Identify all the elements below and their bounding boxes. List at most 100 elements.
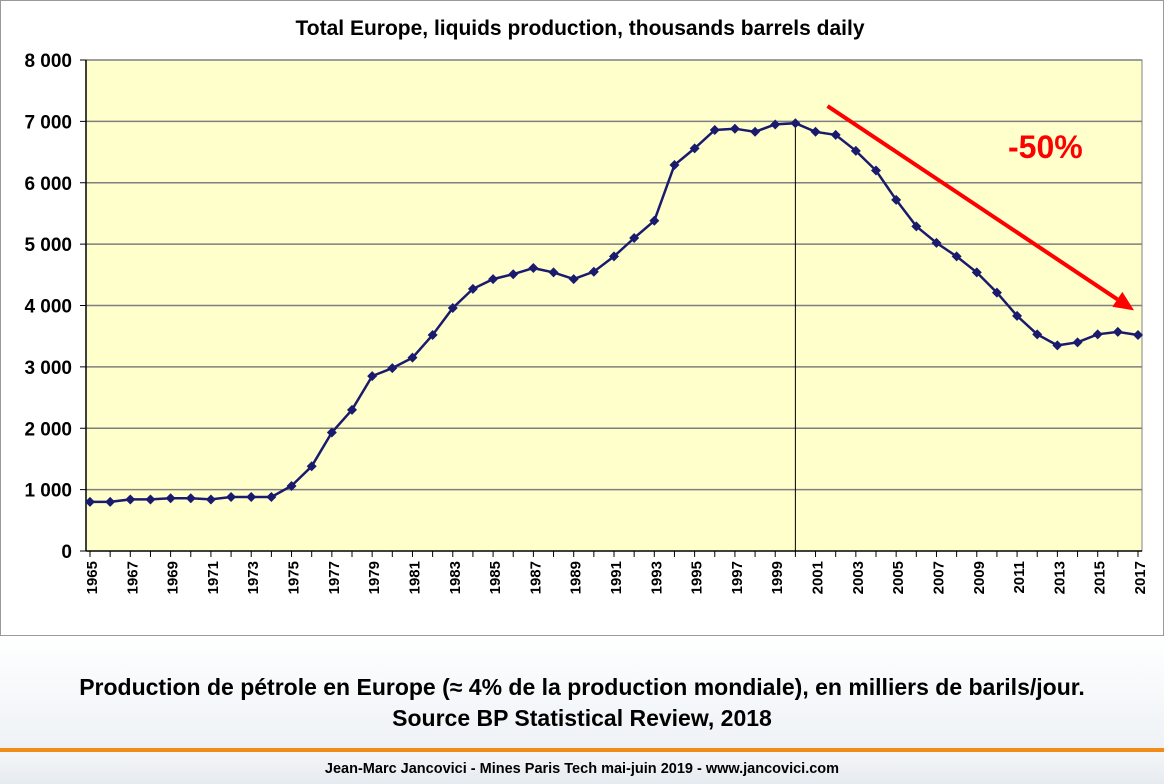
data-point	[246, 491, 257, 502]
y-tick-label: 5 000	[24, 235, 72, 256]
x-tick-label: 1995	[689, 561, 706, 594]
data-point	[891, 194, 902, 205]
data-point	[810, 126, 821, 137]
y-tick-label: 3 000	[24, 358, 72, 379]
x-tick-label: 2001	[810, 561, 827, 594]
orange-divider	[0, 748, 1164, 752]
x-tick-label: 1967	[124, 561, 141, 594]
x-tick-label: 1979	[366, 561, 383, 594]
x-tick-label: 1971	[205, 561, 222, 594]
data-point	[951, 251, 962, 262]
data-point	[709, 124, 720, 135]
y-tick-label: 8 000	[24, 51, 72, 72]
data-point	[85, 496, 95, 507]
data-point	[226, 491, 237, 502]
data-point	[629, 232, 640, 243]
data-point	[145, 494, 156, 505]
line-chart: Total Europe, liquids production, thousa…	[24, 17, 1149, 594]
data-point	[508, 269, 519, 280]
y-tick-label: 1 000	[24, 481, 72, 502]
data-point	[750, 126, 761, 137]
data-point	[427, 329, 438, 340]
data-point	[548, 267, 559, 278]
data-point	[407, 352, 418, 363]
x-tick-label: 1973	[245, 561, 262, 594]
data-point	[467, 283, 478, 294]
data-point	[326, 427, 337, 438]
data-point	[871, 165, 881, 176]
data-point	[306, 461, 317, 472]
data-point	[568, 274, 579, 285]
data-point	[971, 267, 982, 278]
y-tick-label: 2 000	[24, 419, 72, 440]
data-point	[347, 404, 357, 415]
data-point	[609, 251, 619, 262]
data-point	[105, 496, 116, 507]
data-point	[689, 143, 700, 154]
data-point	[850, 145, 861, 156]
footer-band	[0, 752, 1164, 784]
x-tick-label: 2011	[1011, 561, 1028, 594]
y-tick-label: 7 000	[24, 112, 72, 133]
data-point	[367, 371, 378, 382]
data-point	[588, 266, 599, 277]
x-tick-label: 1989	[568, 561, 585, 594]
x-tick-label: 1999	[769, 561, 786, 594]
x-tick-label: 2005	[890, 561, 907, 594]
caption-band	[0, 636, 1164, 748]
y-tick-label: 4 000	[24, 297, 72, 318]
chart-title: Total Europe, liquids production, thousa…	[296, 17, 865, 40]
data-point	[790, 118, 801, 129]
y-tick-label: 0	[61, 542, 72, 563]
plot-area: 0 1 000 2 000 3 000 4 000 5 000 6 000 7 000 8 00…	[24, 51, 1149, 594]
data-point	[286, 480, 297, 491]
data-point	[165, 493, 176, 504]
data-point	[185, 493, 196, 504]
x-tick-label: 1993	[648, 561, 665, 594]
x-tick-label: 1991	[608, 561, 625, 594]
data-point	[1112, 326, 1123, 337]
trend-arrow	[826, 104, 1119, 301]
data-point	[387, 363, 398, 374]
data-point	[125, 494, 136, 505]
annotation-label: -50%	[1008, 129, 1083, 165]
trend-arrow-head	[1112, 291, 1134, 311]
data-point	[447, 302, 458, 313]
figure-caption: Production de pétrole en Europe (≈ 4% de…	[79, 674, 1085, 731]
data-point	[1012, 310, 1023, 321]
footer-credit: Jean-Marc Jancovici - Mines Paris Tech m…	[324, 761, 840, 777]
data-point	[488, 274, 499, 285]
x-tick-label: 1969	[165, 561, 182, 594]
data-point	[1072, 337, 1083, 348]
data-point	[649, 215, 660, 226]
x-tick-label: 2007	[930, 561, 947, 594]
data-point	[770, 119, 781, 130]
x-tick-label: 1981	[406, 561, 423, 594]
data-point	[669, 159, 680, 170]
x-tick-label: 2009	[971, 561, 988, 594]
data-point	[528, 263, 539, 274]
y-tick-label: 6 000	[24, 174, 72, 195]
x-tick-label: 2017	[1132, 561, 1149, 594]
x-tick-label: 1975	[286, 561, 303, 594]
data-point	[205, 494, 216, 505]
data-point	[931, 237, 942, 248]
x-tick-label: 1983	[447, 561, 464, 594]
data-point	[911, 221, 922, 232]
x-tick-label: 1965	[84, 561, 101, 594]
x-tick-label: 2015	[1092, 561, 1109, 594]
data-point	[1092, 329, 1103, 340]
x-tick-label: 2003	[850, 561, 867, 594]
data-point	[991, 287, 1002, 298]
data-point	[266, 491, 277, 502]
x-tick-label: 2013	[1051, 561, 1068, 594]
x-tick-label: 1987	[527, 561, 544, 594]
data-point	[830, 129, 841, 140]
x-tick-label: 1977	[326, 561, 343, 594]
x-tick-label: 1985	[487, 561, 504, 594]
data-point	[729, 123, 740, 134]
x-tick-label: 1997	[729, 561, 746, 594]
data-point	[1032, 329, 1043, 340]
data-point	[1052, 340, 1063, 351]
data-point	[1133, 329, 1143, 340]
